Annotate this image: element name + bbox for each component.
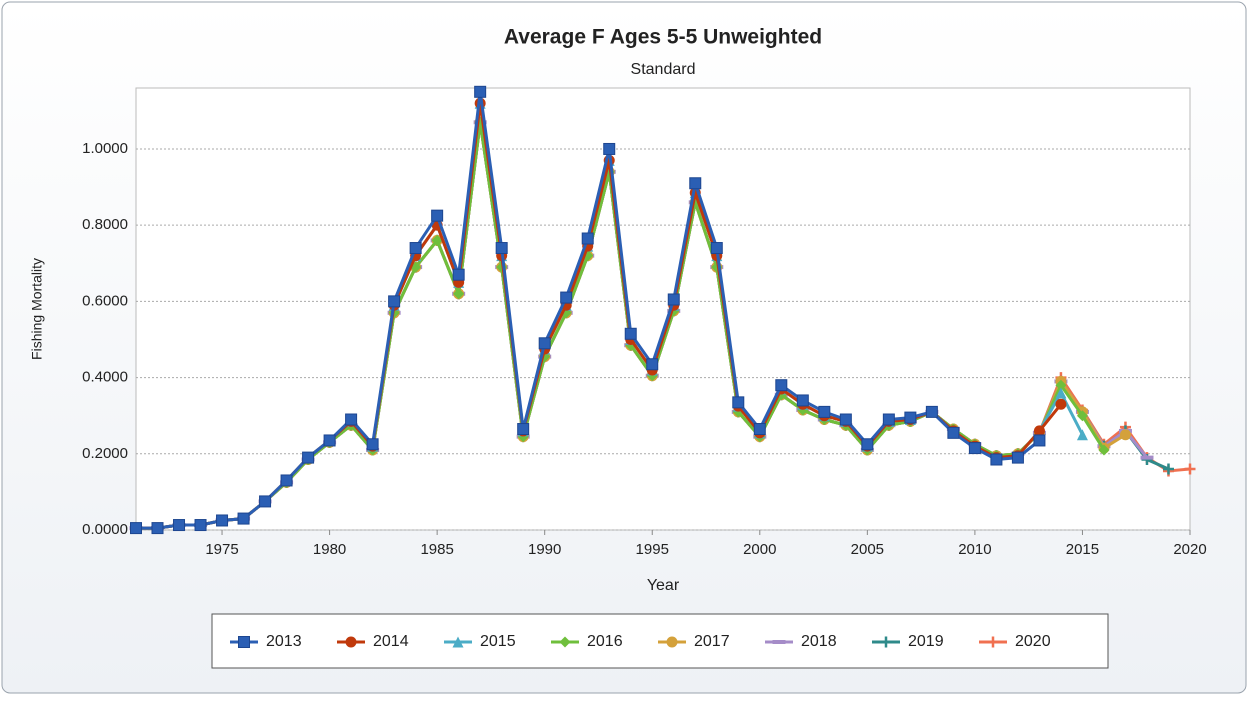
chart-title: Average F Ages 5-5 Unweighted [504, 26, 822, 49]
legend-marker [987, 636, 999, 648]
x-tick-label: 1975 [205, 541, 238, 558]
marker [431, 234, 443, 246]
marker [1098, 444, 1110, 456]
legend-marker [345, 636, 357, 648]
marker [366, 438, 379, 451]
marker [216, 514, 229, 527]
marker [581, 232, 594, 245]
marker [431, 209, 444, 222]
y-axis-label: Fishing Mortality [29, 258, 45, 360]
marker [280, 474, 293, 487]
y-tick-label: 1.0000 [82, 140, 128, 157]
marker [1076, 410, 1088, 422]
marker [1055, 387, 1067, 399]
legend-label: 2020 [1015, 633, 1051, 650]
marker [194, 519, 207, 532]
legend-label: 2018 [801, 633, 837, 650]
marker [796, 394, 809, 407]
legend-marker [559, 636, 571, 648]
x-tick-label: 2015 [1066, 541, 1099, 558]
marker [775, 379, 788, 392]
marker [1033, 434, 1046, 447]
marker [1055, 398, 1067, 410]
marker [1140, 455, 1154, 460]
legend-label: 2014 [373, 633, 409, 650]
marker [1119, 429, 1131, 441]
x-tick-label: 2000 [743, 541, 776, 558]
x-tick-label: 1985 [420, 541, 453, 558]
legend-marker [238, 636, 250, 648]
marker [753, 423, 766, 436]
marker [1162, 463, 1174, 475]
marker [302, 451, 315, 464]
x-axis-label: Year [647, 577, 680, 594]
marker [452, 268, 465, 281]
y-tick-label: 0.4000 [82, 369, 128, 386]
marker [388, 295, 401, 308]
marker [259, 495, 272, 508]
chart-subtitle: Standard [631, 61, 696, 78]
marker [990, 453, 1003, 466]
x-tick-label: 2020 [1173, 541, 1206, 558]
marker [861, 438, 874, 451]
y-tick-label: 0.6000 [82, 292, 128, 309]
marker [474, 85, 487, 98]
marker [409, 242, 422, 255]
marker [323, 434, 336, 447]
x-tick-label: 1990 [528, 541, 561, 558]
marker [1055, 379, 1067, 391]
y-tick-label: 0.0000 [82, 521, 128, 538]
x-tick-label: 2010 [958, 541, 991, 558]
marker [237, 512, 250, 525]
x-tick-label: 1980 [313, 541, 346, 558]
marker [839, 413, 852, 426]
marker [925, 405, 938, 418]
marker [173, 519, 186, 532]
legend-label: 2016 [587, 633, 623, 650]
marker [624, 327, 637, 340]
x-tick-label: 2005 [851, 541, 884, 558]
legend-marker [666, 636, 678, 648]
marker [130, 522, 142, 535]
marker [517, 423, 530, 436]
marker [1076, 429, 1088, 441]
marker [710, 242, 723, 255]
marker [151, 522, 164, 535]
marker [603, 142, 616, 155]
y-tick-label: 0.8000 [82, 216, 128, 233]
marker [538, 337, 551, 350]
legend-label: 2013 [266, 633, 302, 650]
marker [1011, 451, 1024, 464]
marker [904, 411, 917, 424]
legend-marker [880, 636, 892, 648]
marker [732, 396, 745, 409]
marker [818, 405, 831, 418]
marker [1184, 463, 1196, 475]
marker [968, 442, 981, 455]
marker [345, 413, 358, 426]
legend-label: 2017 [694, 633, 730, 650]
legend-marker [772, 640, 786, 644]
marker [560, 291, 573, 304]
legend-marker [452, 636, 464, 648]
y-tick-label: 0.2000 [82, 445, 128, 462]
marker [453, 288, 465, 300]
legend-label: 2019 [908, 633, 944, 650]
marker [667, 293, 680, 306]
marker [1033, 425, 1045, 437]
marker [646, 358, 659, 371]
marker [689, 177, 702, 190]
marker [882, 413, 895, 426]
marker [495, 242, 508, 255]
marker [947, 426, 960, 439]
plot-area [135, 87, 1191, 531]
legend-label: 2015 [480, 633, 516, 650]
x-tick-label: 1995 [636, 541, 669, 558]
